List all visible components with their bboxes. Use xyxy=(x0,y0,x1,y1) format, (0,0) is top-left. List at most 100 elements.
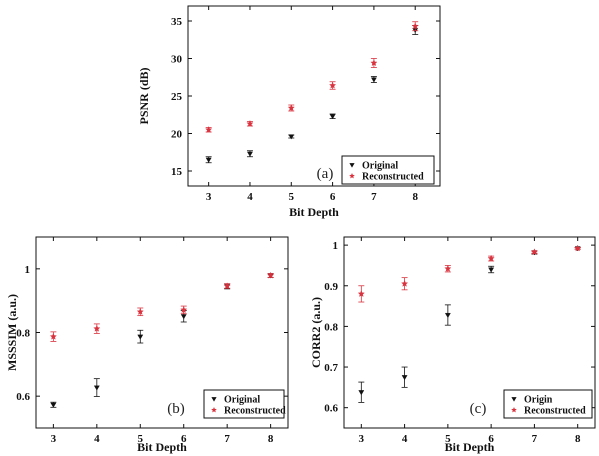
data-point xyxy=(358,390,365,396)
y-axis-label: PSNR (dB) xyxy=(137,67,151,124)
data-point xyxy=(247,151,253,157)
data-point xyxy=(329,114,336,120)
x-tick-label: 3 xyxy=(206,191,212,203)
legend-entry: Reconstructed xyxy=(362,172,424,183)
data-point xyxy=(205,126,213,133)
legend-marker xyxy=(211,407,217,413)
y-tick-label: 1 xyxy=(333,240,339,252)
legend-box xyxy=(341,155,435,185)
data-point xyxy=(267,271,275,279)
plot-frame xyxy=(343,236,596,429)
legend-marker xyxy=(511,407,517,413)
x-tick-label: 5 xyxy=(138,433,144,445)
y-tick-label: 30 xyxy=(171,54,183,66)
x-tick-label: 8 xyxy=(575,433,581,445)
panel-label: (c) xyxy=(470,401,487,417)
series-origin xyxy=(358,246,581,403)
x-tick-label: 3 xyxy=(51,433,57,445)
legend-box xyxy=(203,389,285,419)
data-point xyxy=(50,402,57,408)
y-axis-label: CORR2 (a.u.) xyxy=(309,297,323,368)
legend-entry: Original xyxy=(224,395,260,406)
x-axis-label: Bit Depth xyxy=(289,205,339,219)
chart-panel-c: 3 4 5 6 7 8 0.6 0.7 0.8 0.9 1 Bit Depth CORR2 (a.u.)… xyxy=(309,236,596,454)
legend-marker xyxy=(511,397,517,402)
x-tick-label: 7 xyxy=(532,433,538,445)
x-axis-label: Bit Depth xyxy=(445,440,495,454)
y-tick-label: 0.8 xyxy=(16,328,30,340)
panel-label: (a) xyxy=(317,166,334,182)
x-tick-label: 8 xyxy=(412,191,418,203)
data-point xyxy=(288,134,295,140)
data-point xyxy=(137,334,144,340)
x-tick-label: 4 xyxy=(402,433,408,445)
x-tick-label: 8 xyxy=(268,433,274,445)
data-point xyxy=(205,157,212,163)
data-point xyxy=(530,248,538,256)
x-tick-label: 5 xyxy=(445,433,451,445)
x-tick-label: 7 xyxy=(371,191,377,203)
legend-box xyxy=(503,389,593,419)
legend-entry: Original xyxy=(362,161,398,172)
data-point xyxy=(93,324,101,332)
data-point xyxy=(574,244,582,252)
data-point xyxy=(180,314,187,320)
x-axis-label: Bit Depth xyxy=(137,440,187,454)
legend-marker xyxy=(349,173,355,179)
legend-marker xyxy=(211,397,217,402)
data-point xyxy=(329,81,337,89)
x-tick-label: 6 xyxy=(330,191,336,203)
x-tick-label: 5 xyxy=(289,191,295,203)
series-reconstructed xyxy=(205,21,419,133)
data-point xyxy=(93,385,100,391)
data-point xyxy=(487,254,495,262)
data-point xyxy=(370,77,377,83)
chart-panel-a: 3 4 5 6 7 8 15 20 25 30 35 Bit Depth PSNR (dB) (a) Ori… xyxy=(137,5,441,219)
y-tick-label: 0.7 xyxy=(324,362,338,374)
data-point xyxy=(49,332,57,340)
data-point xyxy=(411,22,419,30)
legend-entry: Reconstructed xyxy=(524,406,586,417)
y-tick-label: 0.9 xyxy=(324,281,338,293)
data-point xyxy=(444,264,452,272)
data-point xyxy=(370,59,378,67)
x-tick-label: 4 xyxy=(247,191,253,203)
x-tick-label: 6 xyxy=(181,433,187,445)
x-tick-label: 6 xyxy=(488,433,494,445)
data-point xyxy=(401,375,408,381)
data-point xyxy=(444,313,451,319)
data-point xyxy=(287,104,295,112)
data-point xyxy=(357,290,365,297)
series-reconstructed xyxy=(49,271,275,342)
data-point xyxy=(401,280,409,287)
panel-label: (b) xyxy=(167,401,185,417)
data-point xyxy=(223,282,231,290)
y-tick-label: 15 xyxy=(171,166,183,178)
y-tick-label: 25 xyxy=(171,91,183,103)
y-axis-label: MSSSIM (a.u.) xyxy=(5,294,19,371)
x-tick-label: 7 xyxy=(224,433,230,445)
y-tick-label: 35 xyxy=(171,16,183,28)
y-tick-label: 20 xyxy=(171,129,183,141)
y-tick-label: 0.8 xyxy=(324,321,338,333)
data-point xyxy=(136,308,144,315)
legend-marker xyxy=(349,163,355,168)
series-original xyxy=(205,25,419,164)
chart-panel-b: 3 4 5 6 7 8 0.6 0.8 1 Bit Depth MSSSIM (a.u.) (b) Or… xyxy=(5,236,289,454)
series-reconstructed xyxy=(357,244,582,303)
series-original xyxy=(50,273,274,408)
x-tick-label: 3 xyxy=(359,433,365,445)
data-point xyxy=(180,306,188,313)
data-point xyxy=(488,267,495,273)
y-tick-label: 1 xyxy=(25,264,31,276)
y-tick-label: 0.6 xyxy=(324,403,338,415)
data-point xyxy=(246,120,254,127)
legend-entry: Origin xyxy=(524,395,553,406)
x-tick-label: 4 xyxy=(94,433,100,445)
y-tick-label: 0.6 xyxy=(16,391,30,403)
legend-entry: Reconstructed xyxy=(224,406,286,417)
